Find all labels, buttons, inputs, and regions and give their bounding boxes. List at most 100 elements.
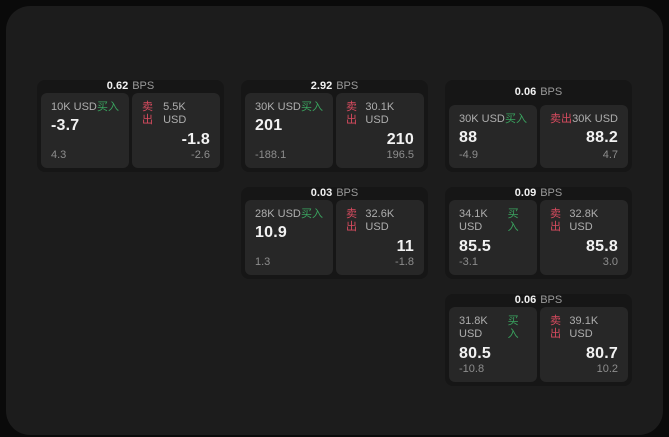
sell-cell[interactable]: 卖出 5.5K USD -1.8 -2.6: [132, 93, 220, 168]
sell-amount: 32.8K USD: [569, 208, 599, 234]
quote-cells: 30K USD 买入 88 -4.9 卖出 30K USD 88.2 4.7: [449, 105, 628, 168]
buy-cell[interactable]: 31.8K USD 买入 80.5 -10.8: [449, 307, 537, 382]
sell-label-row: 卖出 5.5K USD: [142, 101, 210, 127]
quote-cells: 10K USD 买入 -3.7 4.3 卖出 5.5K USD -1.8 -2.…: [41, 93, 220, 168]
bps-value: 0.06: [514, 294, 537, 307]
buy-label: 买入: [301, 101, 323, 114]
buy-amount: 31.8K USD: [459, 315, 488, 341]
card-header: 0.06 BPS: [445, 294, 632, 307]
sell-cell[interactable]: 卖出 32.8K USD 85.8 3.0: [540, 200, 628, 275]
bps-unit: BPS: [540, 86, 563, 98]
buy-amount: 30K USD: [459, 113, 505, 125]
sell-price: 80.7: [586, 344, 618, 362]
sell-label: 卖出: [142, 101, 153, 127]
buy-label-row: 31.8K USD 买入: [459, 315, 527, 341]
buy-amount: 28K USD: [255, 208, 301, 221]
sell-sub-value: -2.6: [191, 148, 210, 161]
bps-value: 0.03: [310, 187, 333, 200]
quote-card: 0.06 BPS 31.8K USD 买入 80.5 -10.8 卖出 39.1…: [445, 294, 632, 386]
card-header: 0.62 BPS: [37, 80, 224, 93]
buy-label-row: 10K USD 买入: [51, 101, 119, 114]
sell-label: 卖出: [346, 101, 357, 127]
buy-sub-value: 4.3: [51, 148, 67, 161]
buy-price: 201: [255, 117, 283, 135]
sell-amount: 30.1K USD: [365, 101, 395, 127]
buy-cell[interactable]: 10K USD 买入 -3.7 4.3: [41, 93, 129, 168]
buy-price: 10.9: [255, 224, 287, 242]
buy-label-row: 34.1K USD 买入: [459, 208, 527, 234]
buy-price: 88: [459, 129, 478, 147]
buy-label: 买入: [97, 101, 119, 114]
sell-price: -1.8: [181, 130, 210, 148]
quote-card: 0.03 BPS 28K USD 买入 10.9 1.3 卖出 32.6K US…: [241, 187, 428, 279]
quote-cells: 28K USD 买入 10.9 1.3 卖出 32.6K USD 11 -1.8: [245, 200, 424, 275]
bps-unit: BPS: [132, 80, 155, 93]
sell-amount: 5.5K USD: [163, 101, 187, 127]
sell-sub-value: 4.7: [602, 148, 618, 161]
quote-cells: 31.8K USD 买入 80.5 -10.8 卖出 39.1K USD 80.…: [449, 307, 628, 382]
buy-label: 买入: [507, 315, 519, 341]
bps-value: 0.62: [106, 80, 129, 93]
card-header: 0.06 BPS: [445, 80, 632, 105]
sell-price: 11: [396, 237, 414, 255]
buy-label: 买入: [301, 208, 323, 221]
sell-cell[interactable]: 卖出 39.1K USD 80.7 10.2: [540, 307, 628, 382]
bps-unit: BPS: [336, 187, 359, 200]
buy-label-row: 30K USD 买入: [459, 113, 527, 126]
buy-sub-value: -4.9: [459, 148, 478, 161]
buy-cell[interactable]: 28K USD 买入 10.9 1.3: [245, 200, 333, 275]
buy-amount: 34.1K USD: [459, 208, 488, 234]
sell-cell[interactable]: 卖出 30K USD 88.2 4.7: [540, 105, 628, 168]
quote-cells: 34.1K USD 买入 85.5 -3.1 卖出 32.8K USD 85.8…: [449, 200, 628, 275]
sell-label-row: 卖出 39.1K USD: [550, 315, 618, 341]
buy-sub-value: -188.1: [255, 148, 287, 161]
buy-label-row: 30K USD 买入: [255, 101, 323, 114]
quote-card: 2.92 BPS 30K USD 买入 201 -188.1 卖出 30.1K …: [241, 80, 428, 172]
sell-cell[interactable]: 卖出 30.1K USD 210 196.5: [336, 93, 424, 168]
dashboard-panel: 0.62 BPS 10K USD 买入 -3.7 4.3 卖出 5.5K USD: [6, 6, 663, 435]
sell-amount: 30K USD: [572, 113, 618, 125]
sell-amount: 39.1K USD: [569, 315, 599, 341]
sell-price: 88.2: [586, 129, 618, 147]
buy-label: 买入: [507, 208, 519, 234]
quote-card-grid: 0.62 BPS 10K USD 买入 -3.7 4.3 卖出 5.5K USD: [37, 80, 632, 386]
bps-unit: BPS: [540, 294, 563, 307]
card-header: 0.09 BPS: [445, 187, 632, 200]
sell-label-row: 卖出 30K USD: [550, 113, 618, 126]
sell-amount: 32.6K USD: [365, 208, 395, 234]
sell-sub-value: 10.2: [596, 362, 618, 375]
sell-sub-value: -1.8: [395, 255, 414, 268]
bps-value: 0.06: [514, 86, 537, 98]
buy-amount: 30K USD: [255, 101, 301, 114]
buy-label: 买入: [505, 113, 527, 125]
quote-card: 0.09 BPS 34.1K USD 买入 85.5 -3.1 卖出 32.8K…: [445, 187, 632, 279]
sell-label: 卖出: [550, 208, 561, 234]
sell-sub-value: 196.5: [386, 148, 414, 161]
buy-label-row: 28K USD 买入: [255, 208, 323, 221]
buy-cell[interactable]: 34.1K USD 买入 85.5 -3.1: [449, 200, 537, 275]
buy-price: 85.5: [459, 237, 491, 255]
bps-value: 0.09: [514, 187, 537, 200]
buy-price: -3.7: [51, 117, 80, 135]
buy-amount: 10K USD: [51, 101, 97, 114]
sell-price: 85.8: [586, 237, 618, 255]
buy-cell[interactable]: 30K USD 买入 201 -188.1: [245, 93, 333, 168]
buy-cell[interactable]: 30K USD 买入 88 -4.9: [449, 105, 537, 168]
sell-price: 210: [386, 130, 414, 148]
bps-value: 2.92: [310, 80, 333, 93]
card-header: 0.03 BPS: [241, 187, 428, 200]
quote-cells: 30K USD 买入 201 -188.1 卖出 30.1K USD 210 1…: [245, 93, 424, 168]
bps-unit: BPS: [540, 187, 563, 200]
quote-card: 0.62 BPS 10K USD 买入 -3.7 4.3 卖出 5.5K USD: [37, 80, 224, 172]
buy-price: 80.5: [459, 344, 491, 362]
sell-label-row: 卖出 30.1K USD: [346, 101, 414, 127]
sell-label: 卖出: [550, 315, 561, 341]
sell-label-row: 卖出 32.8K USD: [550, 208, 618, 234]
card-header: 2.92 BPS: [241, 80, 428, 93]
sell-cell[interactable]: 卖出 32.6K USD 11 -1.8: [336, 200, 424, 275]
sell-label: 卖出: [346, 208, 357, 234]
sell-label: 卖出: [550, 113, 572, 125]
buy-sub-value: -3.1: [459, 255, 478, 268]
quote-card: 0.06 BPS 30K USD 买入 88 -4.9 卖出 30K USD: [445, 80, 632, 172]
sell-sub-value: 3.0: [602, 255, 618, 268]
